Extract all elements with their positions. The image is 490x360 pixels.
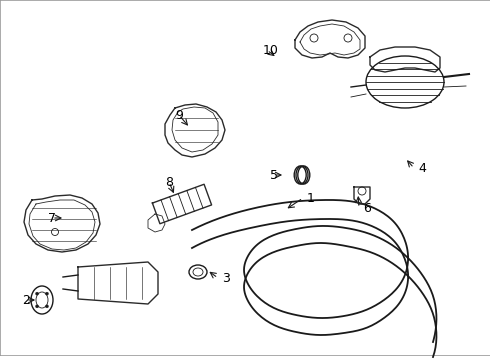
- Text: 6: 6: [363, 202, 371, 215]
- Text: 3: 3: [222, 271, 230, 284]
- Ellipse shape: [46, 305, 49, 308]
- Ellipse shape: [36, 305, 39, 308]
- Text: 4: 4: [418, 162, 426, 175]
- Ellipse shape: [36, 292, 39, 295]
- Text: 1: 1: [307, 192, 315, 204]
- Text: 8: 8: [165, 176, 173, 189]
- Text: 5: 5: [270, 168, 278, 181]
- Text: 10: 10: [263, 44, 279, 57]
- Ellipse shape: [46, 292, 49, 295]
- Text: 2: 2: [22, 293, 30, 306]
- Text: 7: 7: [48, 212, 56, 225]
- Text: 9: 9: [175, 108, 183, 122]
